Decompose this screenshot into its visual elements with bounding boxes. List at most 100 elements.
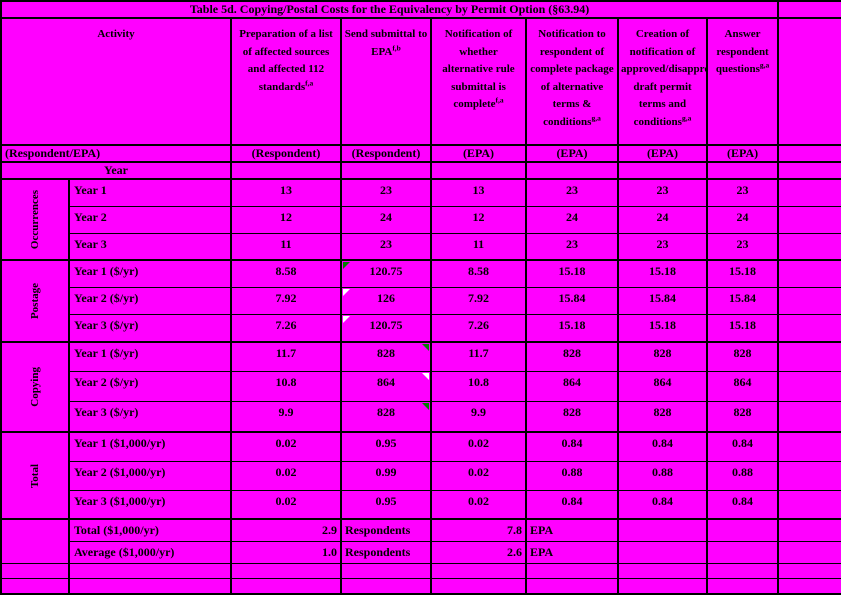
owner-cell: (EPA)	[705, 143, 780, 163]
value-cell: 13	[430, 177, 527, 207]
year-label-cell: Year 3 ($1,000/yr)	[68, 489, 232, 520]
empty-cell	[0, 518, 70, 565]
empty-row	[0, 578, 841, 595]
empty-cell	[340, 563, 432, 580]
value-cell: 15.18	[525, 259, 619, 288]
value-cell: 12	[230, 205, 342, 234]
value-cell: 24	[525, 205, 619, 234]
empty-cell	[617, 578, 708, 595]
empty-cell	[230, 563, 342, 580]
value-cell: 15.18	[617, 259, 708, 288]
empty-cell	[525, 563, 619, 580]
value-cell: 126	[340, 286, 432, 316]
title-row: Table 5d. Copying/Postal Costs for the E…	[0, 0, 841, 20]
value-cell: 828	[340, 340, 432, 373]
value-cell: 864	[705, 371, 780, 403]
empty-cell	[777, 578, 841, 595]
empty-cell	[777, 177, 841, 207]
table-row: Year 3 ($/yr) 7.26 120.75 7.26 15.18 15.…	[1, 313, 841, 343]
comment-indicator-icon	[422, 373, 429, 381]
value-cell: 0.02	[230, 460, 342, 491]
column-header-activity: Activity	[0, 17, 232, 146]
value-cell: 23	[705, 232, 780, 261]
value-cell: 11	[230, 232, 342, 261]
empty-cell	[777, 286, 841, 316]
title-spacer-cell	[777, 0, 841, 20]
value-cell: 10.8	[430, 371, 527, 403]
table-row: Year 3 ($/yr) 9.9 828 9.9 828 828 828	[1, 401, 841, 433]
column-header-send-submittal: Send submittal to EPAf,b	[340, 17, 432, 146]
value-cell: 0.95	[340, 489, 432, 520]
footnote-superscript: g,a	[759, 60, 770, 70]
year-header-label: Year	[0, 160, 232, 180]
comment-indicator-icon	[343, 316, 350, 323]
value-cell: 23	[525, 232, 619, 261]
value-cell: 7.26	[230, 313, 342, 343]
comment-indicator-icon	[343, 288, 350, 296]
value-cell: 828	[340, 401, 432, 433]
owner-cell: (EPA)	[430, 143, 527, 163]
value-cell: 828	[617, 401, 708, 433]
value-cell: 15.84	[705, 286, 780, 316]
value-cell: 15.84	[525, 286, 619, 316]
summary-row-average: Average ($1,000/yr) 1.0 Respondents 2.6 …	[1, 541, 841, 565]
value-cell: 0.02	[430, 431, 527, 462]
empty-cell	[705, 518, 780, 543]
summary-label: Total ($1,000/yr)	[68, 518, 232, 543]
value-cell: 0.84	[705, 489, 780, 520]
owner-row: (Respondent/EPA) (Respondent) (Responden…	[0, 143, 841, 163]
summary-group-epa: EPA	[525, 518, 619, 543]
empty-cell	[777, 232, 841, 261]
section-label-occurrences: Occurrences	[0, 177, 70, 261]
value-cell: 120.75	[340, 313, 432, 343]
value-cell: 0.84	[617, 431, 708, 462]
empty-cell	[0, 563, 70, 580]
value-cell: 828	[525, 340, 619, 373]
summary-group-respondents: Respondents	[340, 541, 432, 565]
value-cell: 7.92	[230, 286, 342, 316]
value-cell: 0.84	[617, 489, 708, 520]
value-cell: 15.18	[705, 259, 780, 288]
table-row: Total Year 1 ($1,000/yr) 0.02 0.95 0.02 …	[0, 431, 841, 520]
value-cell: 23	[340, 232, 432, 261]
owner-spacer-cell	[777, 143, 841, 163]
table-row: Occurrences Year 1 13 23 13 23 23 23	[0, 177, 841, 261]
year-label-cell: Year 3	[68, 232, 232, 261]
value-cell: 15.18	[525, 313, 619, 343]
value-cell: 23	[340, 177, 432, 207]
column-header-answer-questions: Answer respondent questionsg,a	[705, 17, 780, 146]
empty-cell	[777, 259, 841, 288]
value-cell: 0.02	[230, 431, 342, 462]
summary-label: Average ($1,000/yr)	[68, 541, 232, 565]
value-cell: 15.18	[617, 313, 708, 343]
owner-cell: (Respondent)	[230, 143, 342, 163]
column-header-notification-package: Notification to respondent of complete p…	[525, 17, 619, 146]
footnote-superscript: f,a	[305, 78, 314, 88]
section-label-total: Total	[0, 431, 70, 520]
value-cell: 23	[705, 177, 780, 207]
value-cell: 23	[617, 232, 708, 261]
value-cell: 120.75	[340, 259, 432, 288]
header-spacer-cell	[777, 17, 841, 146]
value-cell: 0.02	[230, 489, 342, 520]
empty-cell	[777, 489, 841, 520]
empty-cell	[705, 541, 780, 565]
value-cell: 24	[617, 205, 708, 234]
table-row: Year 2 ($/yr) 7.92 126 7.92 15.84 15.84 …	[1, 286, 841, 316]
empty-cell	[0, 578, 70, 595]
column-header-label: Send submittal to EPA	[344, 28, 428, 58]
value-cell: 0.99	[340, 460, 432, 491]
column-header-label: Preparation of a list of affected source…	[239, 28, 333, 93]
column-header-label: Creation of notification of approved/dis…	[621, 28, 705, 129]
value-cell: 828	[525, 401, 619, 433]
empty-cell	[430, 563, 527, 580]
empty-cell	[705, 563, 780, 580]
empty-cell	[777, 431, 841, 462]
table-row: Year 3 11 23 11 23 23 23	[1, 232, 841, 261]
section-label-copying: Copying	[0, 340, 70, 433]
footnote-superscript: g,a	[681, 113, 692, 123]
value-cell: 11.7	[230, 340, 342, 373]
empty-cell	[525, 578, 619, 595]
year-label-cell: Year 2 ($/yr)	[68, 371, 232, 403]
empty-cell	[777, 541, 841, 565]
